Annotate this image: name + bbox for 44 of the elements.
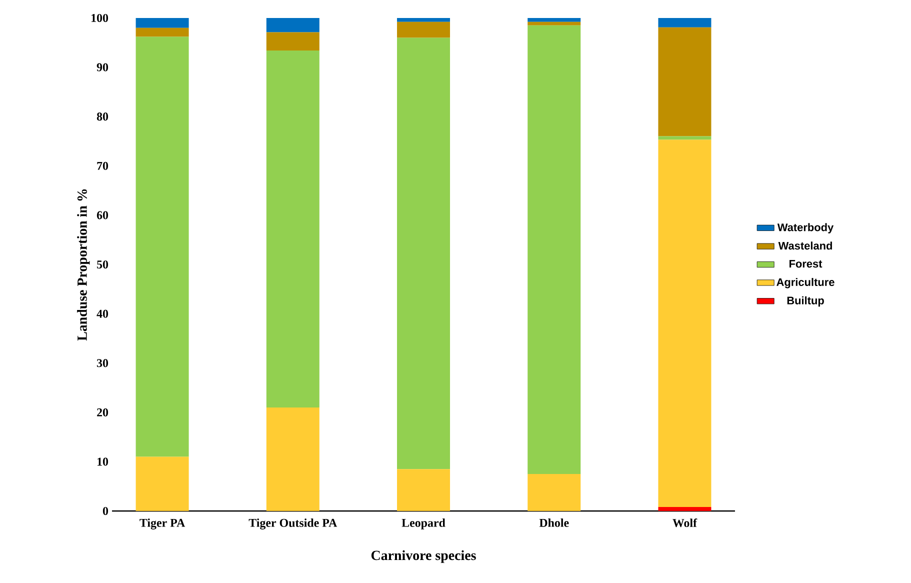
y-tick-label: 10 (97, 458, 108, 466)
bar (397, 469, 450, 511)
legend-label: Builtup (787, 296, 824, 307)
x-tick-label: Tiger Outside PA (248, 518, 338, 530)
y-tick-label: 20 (97, 408, 108, 416)
bar (658, 27, 712, 136)
y-tick-label: 0 (102, 506, 108, 516)
bar (397, 22, 450, 38)
bar (136, 456, 189, 511)
y-tick-label: 40 (96, 310, 108, 318)
bar (658, 507, 712, 511)
y-axis-title: Landuse Proportion in % (77, 189, 90, 341)
y-tick-label: 60 (96, 211, 108, 220)
legend-label: Waterbody (777, 223, 834, 234)
bar (528, 25, 581, 474)
bar (528, 474, 581, 511)
bar (266, 32, 320, 51)
y-tick-label: 50 (97, 260, 108, 269)
x-tick-label: Wolf (672, 518, 698, 528)
bar (528, 22, 581, 26)
x-tick-label: Tiger PA (140, 518, 186, 530)
x-tick-label: Leopard (402, 518, 446, 530)
bar (136, 18, 189, 28)
legend-label: Forest (790, 260, 822, 268)
bar (658, 140, 712, 508)
y-tick-label: 100 (92, 14, 108, 22)
legend-label: Wasteland (778, 242, 832, 250)
y-tick-label: 80 (96, 112, 108, 121)
y-tick-label: 70 (97, 162, 108, 170)
y-tick-label: 30 (96, 359, 108, 368)
bar (397, 38, 450, 470)
bar (266, 407, 320, 511)
x-axis-title: Carnivore species (371, 550, 476, 563)
bar (266, 18, 320, 32)
bar (658, 136, 712, 140)
x-tick-label: Dhole (539, 518, 569, 527)
bar (528, 18, 581, 22)
bar (136, 28, 189, 37)
bar (136, 36, 189, 457)
y-tick-label: 90 (96, 63, 108, 72)
bar (658, 18, 712, 28)
legend-label: Agriculture (776, 278, 834, 288)
bar (397, 18, 450, 22)
bar (266, 50, 320, 408)
